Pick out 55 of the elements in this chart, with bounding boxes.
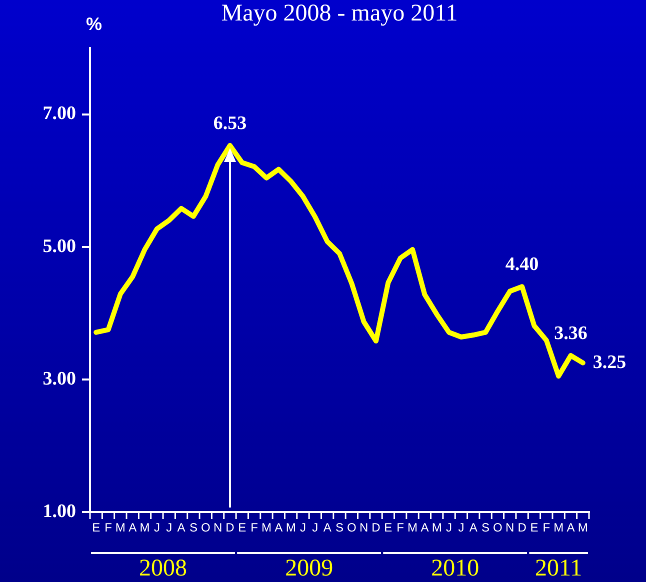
x-tick-label: F xyxy=(396,520,404,535)
x-tick-label: A xyxy=(323,520,332,535)
x-tick-label: J xyxy=(312,520,318,535)
x-tick-label: S xyxy=(189,520,198,535)
y-tick-label: 1.00 xyxy=(42,500,76,522)
x-tick-label: N xyxy=(360,520,368,535)
x-tick-label: J xyxy=(458,520,464,535)
text: 2011 xyxy=(535,555,582,582)
x-tick-label: F xyxy=(104,520,112,535)
x-tick-label: D xyxy=(518,520,527,535)
x-tick-label: E xyxy=(384,520,392,535)
chart-title: Mayo 2008 - mayo 2011 xyxy=(221,0,458,26)
x-tick-label: A xyxy=(274,520,283,535)
text: 2010 xyxy=(431,555,480,582)
x-tick-label: F xyxy=(542,520,550,535)
x-tick-label: J xyxy=(446,520,452,535)
x-tick-label: O xyxy=(493,520,502,535)
y-tick-label: 7.00 xyxy=(42,103,76,124)
data-label: 3.25 xyxy=(592,352,626,373)
x-tick-label: M xyxy=(432,520,442,535)
x-tick-label: J xyxy=(154,520,160,535)
data-label: 3.36 xyxy=(554,322,588,344)
x-tick-label: A xyxy=(566,520,575,535)
text: 2008 xyxy=(139,555,188,582)
y-tick-label: 3.00 xyxy=(42,368,76,390)
x-tick-label: M xyxy=(286,520,296,535)
x-tick-label: M xyxy=(408,520,418,535)
x-tick-label: N xyxy=(213,520,222,535)
x-tick-label: M xyxy=(554,520,564,535)
x-tick-label: S xyxy=(482,520,490,535)
data-label: 4.40 xyxy=(505,254,539,276)
x-tick-label: J xyxy=(166,520,172,535)
x-tick-label: M xyxy=(140,520,150,535)
x-tick-label: M xyxy=(261,520,272,535)
x-tick-label: D xyxy=(372,520,381,535)
x-tick-label: M xyxy=(115,520,126,535)
x-tick-label: F xyxy=(250,520,258,535)
x-tick-label: E xyxy=(238,520,246,535)
data-label: 6.53 xyxy=(213,112,247,134)
x-tick-label: A xyxy=(469,520,478,535)
x-tick-label: M xyxy=(578,520,588,535)
x-tick-label: O xyxy=(200,520,210,535)
x-tick-label: A xyxy=(177,520,186,535)
x-tick-label: D xyxy=(226,520,235,535)
y-tick-label: 5.00 xyxy=(42,236,76,257)
x-tick-label: E xyxy=(92,520,100,535)
y-axis-title: % xyxy=(86,14,102,34)
x-tick-label: J xyxy=(300,520,306,535)
text: 2009 xyxy=(285,555,334,582)
x-tick-label: O xyxy=(347,520,356,535)
x-tick-label: A xyxy=(128,520,137,535)
x-tick-label: A xyxy=(420,520,429,535)
x-tick-label: S xyxy=(335,520,344,535)
x-tick-label: E xyxy=(530,520,538,535)
x-tick-label: N xyxy=(506,520,514,535)
